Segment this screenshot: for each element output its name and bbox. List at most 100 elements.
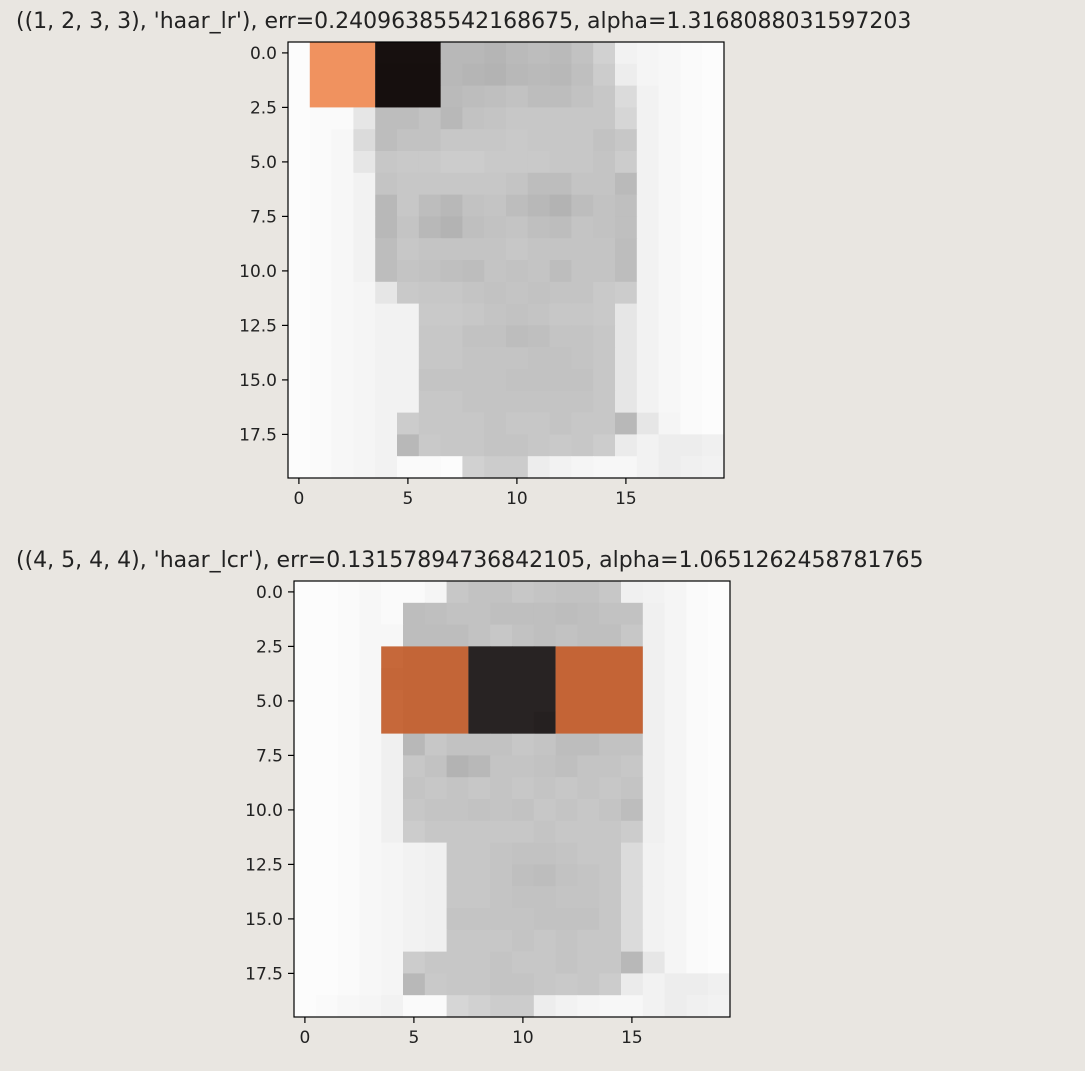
- heatmap-cell: [664, 864, 687, 887]
- heatmap-cell: [468, 886, 491, 909]
- heatmap-cell: [506, 325, 529, 348]
- heatmap-cell: [642, 908, 666, 931]
- heatmap-cell: [359, 842, 382, 865]
- heatmap-cell: [462, 369, 485, 392]
- heatmap-cell: [664, 624, 687, 647]
- heatmap-cell: [315, 624, 339, 647]
- heatmap-cell: [664, 581, 687, 604]
- heatmap-cell: [549, 412, 572, 435]
- heatmap-cell: [331, 325, 354, 348]
- y-tick-label: 7.5: [256, 746, 283, 766]
- heatmap-cell: [294, 820, 317, 844]
- heatmap-cell: [599, 908, 622, 931]
- heatmap-cell: [571, 303, 594, 326]
- heatmap-cell: [642, 581, 666, 604]
- heatmap-cell: [331, 260, 354, 283]
- heatmap-cell: [658, 369, 681, 392]
- heatmap-cell: [506, 85, 529, 108]
- heatmap-cell: [440, 369, 463, 392]
- heatmap-cell: [506, 456, 529, 479]
- heatmap-cell: [375, 260, 398, 283]
- heatmap-cell: [599, 733, 622, 756]
- axes-frame: [287, 41, 725, 479]
- heatmap-cell: [315, 733, 339, 756]
- heatmap-cell: [658, 216, 681, 239]
- heatmap-cell: [533, 602, 557, 626]
- heatmap-cell: [440, 260, 463, 283]
- heatmap-cell: [309, 434, 333, 457]
- heatmap-cell: [506, 347, 529, 370]
- heatmap-cell: [403, 624, 426, 647]
- heatmap-cell: [353, 172, 376, 196]
- heatmap-cell: [337, 973, 360, 996]
- x-tick-label: 0: [299, 1028, 310, 1048]
- heatmap-cell: [418, 434, 442, 457]
- heatmap-cell: [397, 216, 420, 239]
- heatmap-cell: [571, 216, 594, 239]
- heatmap-cell: [577, 908, 600, 931]
- heatmap-cell: [353, 238, 376, 261]
- heatmap-cell: [702, 107, 725, 130]
- heatmap-cell: [403, 929, 426, 953]
- heatmap-cell: [288, 412, 311, 435]
- heatmap-cell: [337, 995, 360, 1018]
- heatmap-cell: [636, 281, 660, 305]
- heatmap-cell: [527, 85, 551, 108]
- heatmap-cell: [294, 886, 317, 909]
- heatmap-cell: [440, 456, 463, 479]
- heatmap-cell: [337, 755, 360, 778]
- heatmap-cell: [484, 42, 507, 65]
- heatmap-cell: [664, 602, 687, 626]
- heatmap-cell: [636, 107, 660, 130]
- heatmap-cell: [599, 886, 622, 909]
- heatmap-cell: [599, 951, 622, 974]
- heatmap-cell: [353, 129, 376, 152]
- heatmap-cell: [664, 733, 687, 756]
- heatmap-cell: [381, 842, 404, 865]
- heatmap-cell: [337, 820, 360, 844]
- heatmap-cell: [440, 434, 463, 457]
- heatmap-cell: [359, 951, 382, 974]
- heatmap-cell: [446, 777, 469, 800]
- heatmap-cell: [490, 755, 513, 778]
- heatmap-cell: [337, 886, 360, 909]
- heatmap-cell: [446, 929, 469, 953]
- heatmap-cell: [490, 951, 513, 974]
- x-tick-label: 15: [621, 1028, 643, 1048]
- heatmap-cell: [375, 456, 398, 479]
- heatmap-cell: [381, 755, 404, 778]
- heatmap-cell: [490, 908, 513, 931]
- heatmap-cell: [512, 951, 535, 974]
- x-tick-label: 10: [512, 1028, 534, 1048]
- heatmap-cell: [621, 755, 644, 778]
- heatmap-cell: [484, 390, 507, 414]
- heatmap-cells: [288, 42, 725, 479]
- heatmap-cell: [468, 602, 491, 626]
- heatmap-cell: [381, 820, 404, 844]
- heatmap-cell: [506, 260, 529, 283]
- heatmap-cell: [331, 390, 354, 414]
- heatmap-cell: [375, 390, 398, 414]
- heatmap-cell: [615, 390, 638, 414]
- heatmap-cell: [490, 581, 513, 604]
- heatmap-cell: [555, 820, 578, 844]
- heatmap-cell: [658, 347, 681, 370]
- heatmap-cell: [642, 777, 666, 800]
- heatmap-cell: [315, 711, 339, 735]
- heatmap-cell: [353, 194, 376, 217]
- heatmap-cell: [636, 238, 660, 261]
- heatmap-cell: [533, 624, 557, 647]
- heatmap-cell: [490, 929, 513, 953]
- heatmap-cell: [337, 799, 360, 822]
- heatmap-cell: [288, 456, 311, 479]
- heatmap-cell: [702, 216, 725, 239]
- heatmap-cell: [577, 581, 600, 604]
- heatmap-cell: [636, 325, 660, 348]
- heatmap-cell: [621, 820, 644, 844]
- heatmap-cell: [527, 42, 551, 65]
- heatmap-cell: [527, 129, 551, 152]
- heatmap-cell: [288, 172, 311, 196]
- heatmap-cell: [680, 281, 703, 305]
- heatmap-cell: [381, 864, 404, 887]
- heatmap-cell: [294, 842, 317, 865]
